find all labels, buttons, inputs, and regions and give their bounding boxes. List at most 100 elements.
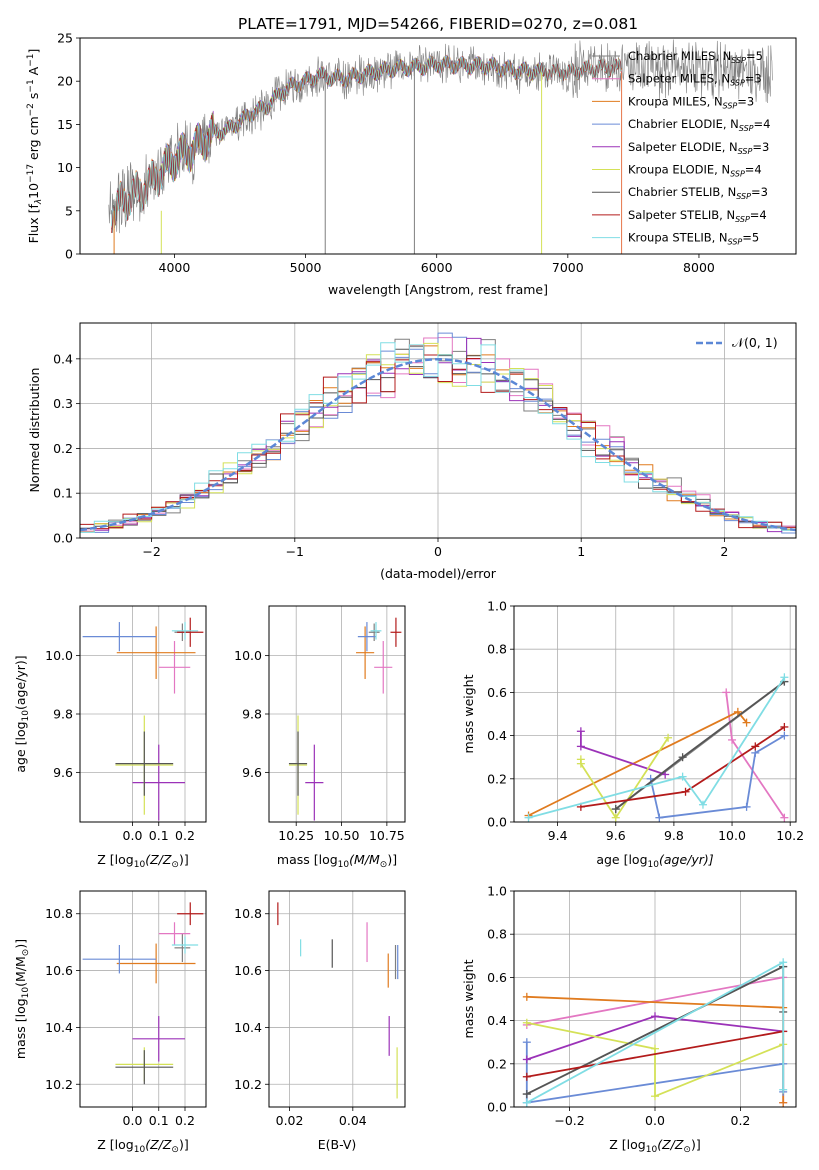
label-part: −1 xyxy=(26,79,36,92)
y-tick-label: 9.6 xyxy=(242,765,262,780)
label-part: λ xyxy=(34,199,44,205)
errorbar-chabrier-elodie xyxy=(82,945,157,974)
x-tick-label: 6000 xyxy=(421,260,453,275)
errorbar-salpeter-miles xyxy=(158,922,191,945)
y-tick-label: 0.2 xyxy=(487,771,507,786)
label-part: 10 xyxy=(134,1145,146,1155)
label-part: Z [log xyxy=(609,1137,645,1152)
label-part: ] xyxy=(26,49,41,54)
y-tick-label: 10.2 xyxy=(234,1077,262,1092)
y-tick-label: 0.8 xyxy=(487,927,507,942)
x-tick-label: 0.0 xyxy=(645,1113,665,1128)
y-axis-label: Normed distribution xyxy=(27,368,42,493)
plot-area xyxy=(522,958,788,1107)
y-tick-label: 0.8 xyxy=(487,642,507,657)
axes-frame xyxy=(79,890,207,1108)
x-tick-label: 0.2 xyxy=(175,828,195,843)
y-tick-label: 0.3 xyxy=(53,396,73,411)
label-part: A xyxy=(26,66,41,79)
legend-text: Salpeter ELODIE, N xyxy=(628,140,738,154)
label-part: Z [log xyxy=(97,852,133,867)
axes-frame xyxy=(79,37,797,255)
errorbar-chabrier-stelib xyxy=(288,731,308,796)
errorbar-kroupa-miles xyxy=(116,943,196,984)
y-tick-label: 10.6 xyxy=(45,963,73,978)
errorbar-kroupa-stelib xyxy=(171,622,199,640)
series-kroupa-stelib xyxy=(111,55,622,229)
y-tick-label: 0.4 xyxy=(487,728,507,743)
weight-series-kroupa-stelib xyxy=(524,673,789,822)
label-part: erg cm xyxy=(26,116,41,164)
label-part: ⊙ xyxy=(683,1145,691,1155)
y-tick-label: 5 xyxy=(65,203,73,218)
y-tick-label: 0.6 xyxy=(487,685,507,700)
x-tick-label: 0.0 xyxy=(123,828,143,843)
label-part: ⊙ xyxy=(380,860,388,870)
residuals-panel xyxy=(80,323,796,539)
legend-text: SSP xyxy=(728,238,743,247)
weight-series-kroupa-elodie xyxy=(576,733,673,822)
legend-entry: Chabrier ELODIE, NSSP=4 xyxy=(628,117,770,133)
x-tick-label: −2 xyxy=(142,544,160,559)
y-tick-label: 10.4 xyxy=(45,1020,73,1035)
x-tick-label: 0.1 xyxy=(149,828,169,843)
errorbar-kroupa-miles xyxy=(356,626,375,679)
x-axis-label: (data-model)/error xyxy=(380,566,497,581)
label-part: Flux [f xyxy=(26,204,41,244)
x-axis-label: Z [log10(Z/Z⊙)] xyxy=(97,852,188,870)
legend-text: SSP xyxy=(735,215,750,224)
y-tick-label: 10.4 xyxy=(234,1020,262,1035)
label-part: )] xyxy=(691,1137,701,1152)
legend-text: Chabrier ELODIE, N xyxy=(628,117,739,131)
label-part: mass [log xyxy=(13,998,28,1059)
errorbar-chabrier-stelib xyxy=(115,1050,174,1085)
series-salpeter-stelib xyxy=(111,55,622,234)
label-part: Z [log xyxy=(97,1137,133,1152)
label-part: (M/M xyxy=(13,956,28,987)
legend-text: Salpeter STELIB, N xyxy=(628,208,735,222)
y-tick-label: 0.2 xyxy=(53,441,73,456)
y-tick-label: 0.0 xyxy=(487,1100,507,1115)
y-tick-label: 0.4 xyxy=(53,351,73,366)
x-tick-label: 0.2 xyxy=(731,1113,751,1128)
plot-area xyxy=(288,617,402,821)
errorbar-salpeter-elodie xyxy=(305,744,324,821)
x-tick-label: 0.04 xyxy=(339,1113,367,1128)
plot-area xyxy=(524,673,789,822)
y-tick-label: 20 xyxy=(57,74,73,89)
label-part: age [log xyxy=(596,852,647,867)
legend-entry: Salpeter MILES, NSSP=3 xyxy=(628,72,762,88)
axes-overlay: 0.0 0.1 0.2 9.6 9.8 10.0 xyxy=(45,605,207,843)
y-tick-label: 0.1 xyxy=(53,486,73,501)
legend-text: SSP xyxy=(738,147,753,156)
label-part: 10 xyxy=(21,710,31,722)
legend-text: SSP xyxy=(731,56,746,65)
plot-area xyxy=(80,332,796,534)
x-tick-label: 0 xyxy=(434,544,442,559)
age-vs-mass-panel xyxy=(269,606,405,822)
legend-text: Kroupa MILES, N xyxy=(628,94,723,108)
legend-entry: Kroupa ELODIE, NSSP=4 xyxy=(628,163,762,179)
axes-overlay: 0.02 0.04 10.2 10.4 10.6 10.8 xyxy=(234,890,406,1128)
y-tick-label: 9.6 xyxy=(53,765,73,780)
errorbar-kroupa-stelib xyxy=(171,936,199,954)
y-tick-label: 25 xyxy=(57,31,73,46)
label-part: (M/M xyxy=(349,852,380,867)
y-tick-label: 9.8 xyxy=(242,707,262,722)
legend-text: =5 xyxy=(746,49,763,63)
normal-curve xyxy=(80,358,796,532)
label-part: (Z/Z xyxy=(145,852,172,867)
errorbar-salpeter-miles xyxy=(374,641,393,694)
errorbar-salpeter-miles xyxy=(158,641,191,694)
axes-frame xyxy=(268,890,406,1108)
label-part: )] xyxy=(179,1137,189,1152)
residuals-legend: 𝒩(0, 1) xyxy=(696,335,778,350)
x-tick-label: −0.2 xyxy=(554,1113,584,1128)
legend-text: =3 xyxy=(752,140,769,154)
label-part: 10 xyxy=(21,987,31,999)
y-axis-label: mass [log10(M/M⊙)] xyxy=(13,939,31,1059)
weight-series-kroupa-stelib xyxy=(522,958,788,1107)
